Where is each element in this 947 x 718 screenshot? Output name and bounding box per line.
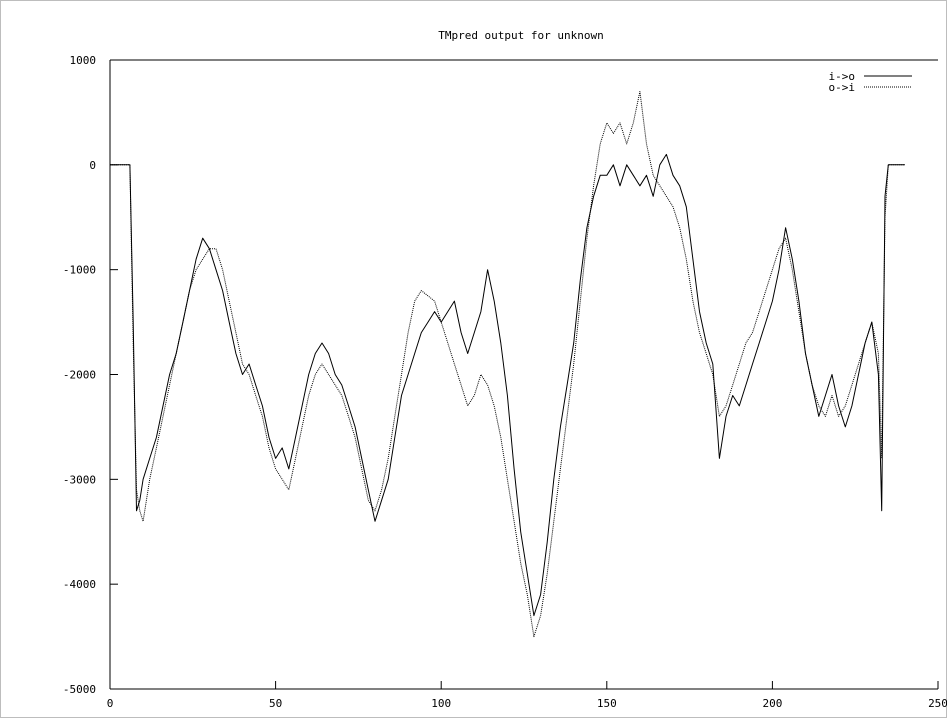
series-line-o-to-i <box>110 91 905 638</box>
x-tick-label: 50 <box>269 697 282 710</box>
legend-label: o->i <box>829 81 856 94</box>
y-tick-label: 1000 <box>70 54 97 67</box>
series-line-i-to-o <box>110 153 905 617</box>
plot-area: 1000 0 -1000 -2000 -3000 -4000 -5000 0 50 100 150 2… <box>63 54 947 710</box>
x-tick-label: 200 <box>762 697 782 710</box>
x-tick-label: 250 <box>928 697 947 710</box>
chart-title: TMpred output for unknown <box>438 29 604 42</box>
y-tick-label: 0 <box>89 159 96 172</box>
y-tick-label: -3000 <box>63 473 96 486</box>
y-tick-label: -5000 <box>63 683 96 696</box>
x-tick-label: 0 <box>107 697 114 710</box>
y-tick-label: -4000 <box>63 578 96 591</box>
legend-label: i->o <box>829 70 856 83</box>
y-tick-label: -1000 <box>63 264 96 277</box>
y-tick-label: -2000 <box>63 369 96 382</box>
x-tick-label: 100 <box>431 697 451 710</box>
x-tick-label: 150 <box>597 697 617 710</box>
